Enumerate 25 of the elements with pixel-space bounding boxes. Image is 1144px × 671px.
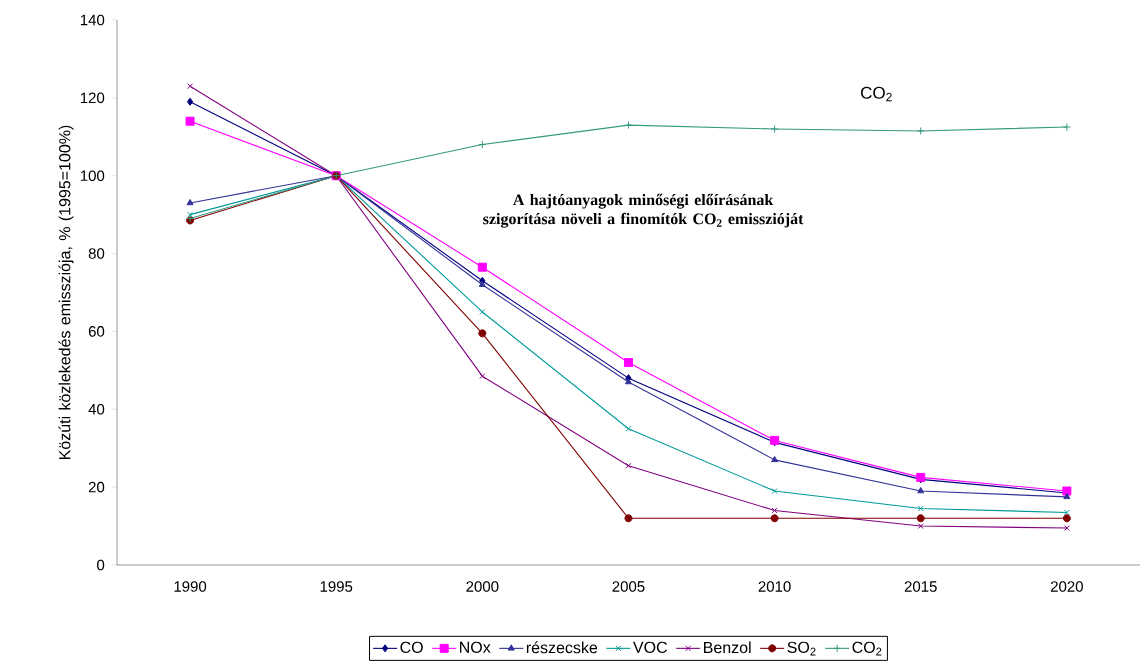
legend-label: SO$_{2}$	[787, 641, 816, 656]
annotation: CO$_{2}$	[861, 86, 892, 102]
legend-label: részecske	[526, 641, 598, 654]
x-tick-label: 2020	[1050, 581, 1083, 592]
x-tick-label: 1990	[174, 581, 207, 592]
y-tick-label: 60	[88, 326, 105, 337]
text: A hajtóanyagok minőségi előírásának szigorítása növeli a finomítók CO$_{2}$ emisszióját	[483, 193, 804, 228]
legend-label: Benzol	[704, 641, 751, 654]
x-tick-label: 2015	[904, 581, 937, 592]
legend-label: NOx	[460, 641, 491, 653]
y-tick-label: 140	[80, 14, 105, 26]
legend-label: CO	[400, 641, 423, 653]
y-tick-label: 120	[80, 92, 105, 104]
y-tick-label: 100	[80, 170, 105, 182]
legend-label: VOC	[633, 641, 668, 653]
y-axis-title: Közúti közlekedés emissziója, % (1995=100%)	[58, 125, 74, 460]
x-tick-label: 2000	[466, 581, 499, 592]
y-tick-label: 0	[97, 559, 105, 571]
y-tick-label: 20	[88, 481, 105, 493]
y-tick-label: 40	[88, 403, 105, 415]
x-tick-label: 1995	[320, 581, 353, 592]
x-tick-label: 2005	[612, 581, 645, 592]
y-tick-label: 80	[88, 248, 105, 259]
x-tick-label: 2010	[758, 581, 791, 592]
legend-label: CO$_{2}$	[852, 641, 882, 656]
